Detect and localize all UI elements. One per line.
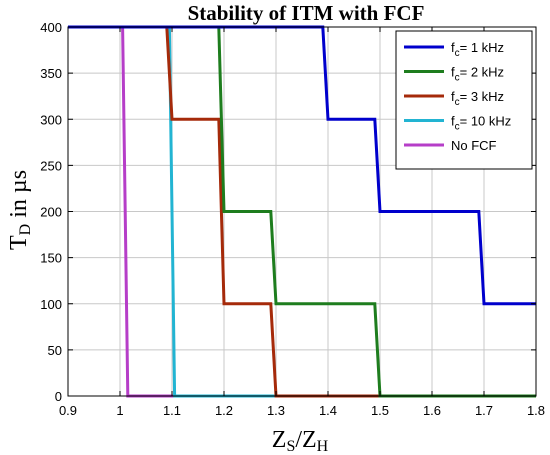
legend-label-sub: c bbox=[455, 73, 460, 84]
legend-label-rest: = 2 kHz bbox=[460, 65, 504, 80]
tick-marks bbox=[67, 26, 537, 397]
legend-label-sub: c bbox=[455, 48, 460, 59]
chart-title: Stability of ITM with FCF bbox=[188, 1, 425, 25]
series-line-2 bbox=[68, 25, 536, 398]
legend-label-5: No FCF bbox=[451, 138, 497, 153]
legend-label-4: fc= 10 kHz bbox=[451, 114, 511, 133]
legend-label-sub: c bbox=[455, 122, 460, 133]
legend-label-main: f bbox=[451, 65, 455, 80]
x-axis-label-sub2: H bbox=[317, 438, 329, 455]
legend-label-rest: = 3 kHz bbox=[460, 89, 504, 104]
x-tick-label: 1.8 bbox=[527, 403, 545, 418]
y-tick-labels: 0 50 100 150 200 250 300 350 400 bbox=[40, 20, 62, 404]
y-tick-label: 350 bbox=[40, 66, 62, 81]
y-axis-label-sub: D bbox=[17, 224, 34, 236]
x-tick-label: 1 bbox=[116, 403, 123, 418]
y-tick-label: 50 bbox=[48, 343, 62, 358]
y-tick-label: 250 bbox=[40, 158, 62, 173]
x-axis-label-sep: /Z bbox=[295, 427, 316, 453]
legend-label-1: fc= 1 kHz bbox=[451, 40, 504, 59]
legend-label-rest: = 1 kHz bbox=[460, 40, 504, 55]
y-tick-label: 300 bbox=[40, 112, 62, 127]
x-tick-label: 1.3 bbox=[267, 403, 285, 418]
legend-label-sub: c bbox=[455, 97, 460, 108]
legend-label-main: f bbox=[451, 89, 455, 104]
y-axis-label-main: T bbox=[6, 235, 32, 250]
x-tick-label: 1.7 bbox=[475, 403, 493, 418]
legend-label-main: f bbox=[451, 114, 455, 129]
x-axis-label: ZS/ZH bbox=[272, 427, 329, 455]
y-tick-label: 150 bbox=[40, 251, 62, 266]
x-tick-labels: 0.9 1 1.1 1.2 1.3 1.4 1.5 1.6 1.7 1.8 bbox=[59, 403, 545, 418]
legend-label-main: No FCF bbox=[451, 138, 497, 153]
x-axis-label-main: Z bbox=[272, 427, 287, 453]
legend-label-rest: = 10 kHz bbox=[460, 114, 512, 129]
y-tick-label: 200 bbox=[40, 205, 62, 220]
x-tick-label: 1.4 bbox=[319, 403, 337, 418]
x-tick-label: 1.6 bbox=[423, 403, 441, 418]
y-tick-label: 0 bbox=[55, 389, 62, 404]
x-tick-label: 1.2 bbox=[215, 403, 233, 418]
x-axis-label-sub1: S bbox=[286, 438, 295, 455]
series-line-1 bbox=[68, 25, 536, 306]
y-tick-label: 400 bbox=[40, 20, 62, 35]
x-tick-label: 0.9 bbox=[59, 403, 77, 418]
x-tick-label: 1.5 bbox=[371, 403, 389, 418]
legend-label-3: fc= 3 kHz bbox=[451, 89, 504, 108]
y-axis-label: TD in µs bbox=[6, 170, 34, 250]
legend-label-2: fc= 2 kHz bbox=[451, 65, 504, 84]
y-axis-label-rest: in µs bbox=[6, 170, 32, 224]
x-tick-label: 1.1 bbox=[163, 403, 181, 418]
y-tick-label: 100 bbox=[40, 297, 62, 312]
legend-label-main: f bbox=[451, 40, 455, 55]
series-line-3 bbox=[68, 25, 536, 398]
